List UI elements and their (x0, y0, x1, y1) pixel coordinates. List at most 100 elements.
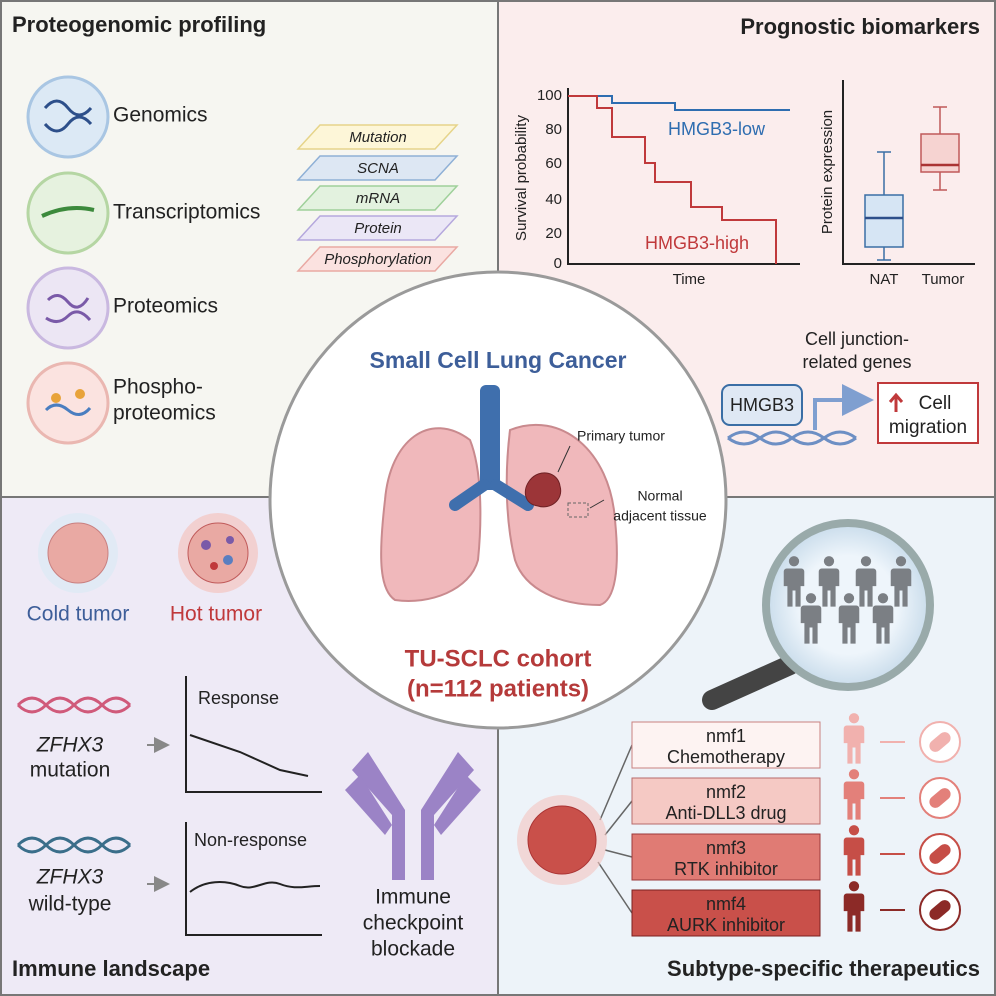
decoration (929, 788, 951, 808)
curve-label: HMGB3-high (645, 233, 749, 253)
treatment-arrows (880, 741, 905, 911)
high-curve (568, 95, 777, 264)
panel-title: Proteogenomic profiling (12, 12, 266, 37)
outcome-label: Cell (919, 393, 952, 414)
subtype-therapy: AURK inhibitor (667, 915, 785, 935)
layer-label: Mutation (349, 129, 407, 146)
axis-label: Protein expression (819, 110, 836, 234)
gene-label: ZFHX3 (36, 866, 104, 889)
decoration (589, 499, 605, 509)
tick-label: 40 (545, 191, 562, 208)
omics-label: Genomics (113, 104, 208, 127)
panel-title: Subtype-specific therapeutics (667, 956, 980, 981)
magnifier (762, 519, 934, 691)
decoration (877, 151, 891, 261)
decoration (75, 389, 85, 399)
tumor (524, 472, 562, 508)
proteogenomic-panel: Proteogenomic profiling Genomics Transcr… (12, 12, 459, 445)
decoration (45, 294, 92, 323)
survival-plot: 100 80 60 40 20 0 Survival probability T… (513, 87, 800, 288)
dna (16, 696, 132, 714)
magnifier-handle (702, 655, 800, 710)
response-axes (185, 676, 322, 793)
normal-region (567, 502, 589, 518)
gene-label: HMGB3 (730, 395, 794, 415)
gene-label: wild-type (28, 893, 112, 916)
decoration (929, 900, 951, 920)
decoration (296, 155, 459, 181)
decoration (604, 800, 633, 836)
immune-panel: Cold tumor Hot tumor ZFHX3 mutation ZFHX… (12, 513, 481, 981)
omics-label: Transcriptomics (113, 201, 260, 224)
decoration (51, 393, 61, 403)
decoration (296, 185, 459, 211)
omics-label: proteomics (113, 402, 216, 425)
omics-icon (26, 361, 110, 445)
gene-label: mutation (30, 759, 111, 782)
therapeutics-panel: nmf1 Chemotherapy nmf2 Anti-DLL3 drug nm… (517, 519, 980, 981)
subtype-name: nmf2 (706, 782, 746, 802)
dna (16, 836, 132, 854)
tumor-label: Hot tumor (170, 603, 262, 626)
decoration (43, 99, 93, 133)
subtype-box (631, 777, 821, 825)
decoration (210, 562, 218, 570)
decoration (933, 106, 947, 191)
decoration (226, 536, 234, 544)
omics-label: Proteomics (113, 295, 218, 318)
hot-tumor-icon (187, 522, 249, 584)
layer-label: Phosphorylation (324, 251, 432, 268)
therapy-label: blockade (371, 938, 455, 961)
decoration (557, 445, 571, 473)
decoration (842, 80, 975, 265)
lungs (380, 385, 618, 607)
decoration (449, 479, 534, 511)
tick-label: 20 (545, 225, 562, 242)
decoration (296, 124, 459, 150)
decoration (223, 555, 233, 565)
data-layers: Mutation SCNA mRNA Protein Phosphorylati… (296, 124, 459, 272)
tick-label: 100 (537, 87, 562, 104)
center-title: Small Cell Lung Cancer (370, 347, 627, 373)
decoration (345, 775, 392, 835)
antibody (345, 752, 481, 880)
drug-icons (919, 721, 961, 931)
gene-set-label: Cell junction- (805, 329, 909, 349)
layer-label: Protein (354, 220, 402, 237)
dna (727, 430, 857, 446)
cold-tumor-icon (47, 522, 109, 584)
omics-icon (26, 171, 110, 255)
curve-label: HMGB3-low (668, 119, 766, 139)
layer-label: SCNA (357, 160, 399, 177)
subtype-name: nmf3 (706, 838, 746, 858)
tumor-label: Cold tumor (27, 603, 130, 626)
decoration (480, 385, 500, 490)
decoration (296, 215, 459, 241)
tick-label: 60 (545, 155, 562, 172)
subtype-name: nmf4 (706, 894, 746, 914)
decoration (599, 744, 633, 821)
response-curve (189, 734, 309, 777)
axis-label: Survival probability (513, 115, 530, 241)
panel-title: Immune landscape (12, 956, 210, 981)
prognostic-panel: Prognostic biomarkers 100 80 60 40 20 0 … (513, 14, 980, 446)
center-panel: Small Cell Lung Cancer Primary tumor Nor… (268, 270, 728, 730)
gene-set-label: related genes (802, 352, 911, 372)
up-arrow (888, 392, 904, 412)
decoration (505, 424, 618, 607)
decoration (597, 861, 633, 914)
subtype-box (631, 833, 821, 881)
category-label: Tumor (922, 271, 965, 288)
axis-label: Time (673, 271, 706, 288)
plot-label: Response (198, 688, 279, 708)
tick-label: 80 (545, 121, 562, 138)
decoration (44, 403, 92, 416)
annotation: adjacent tissue (613, 508, 707, 524)
subtype-name: nmf1 (706, 726, 746, 746)
annotation: Primary tumor (577, 428, 665, 444)
decoration (604, 849, 633, 858)
plot-label: Non-response (194, 830, 307, 850)
gene-box (721, 384, 803, 426)
arrow (813, 384, 874, 430)
omics-icon (26, 75, 110, 159)
